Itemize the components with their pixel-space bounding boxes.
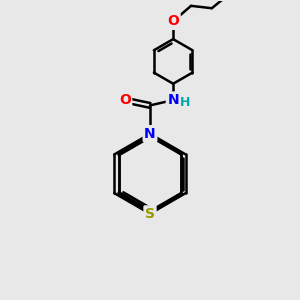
Text: O: O <box>119 93 131 107</box>
Text: O: O <box>167 14 179 28</box>
Text: N: N <box>167 93 179 107</box>
Text: S: S <box>145 207 155 221</box>
Text: H: H <box>180 96 190 109</box>
Text: N: N <box>144 127 156 141</box>
